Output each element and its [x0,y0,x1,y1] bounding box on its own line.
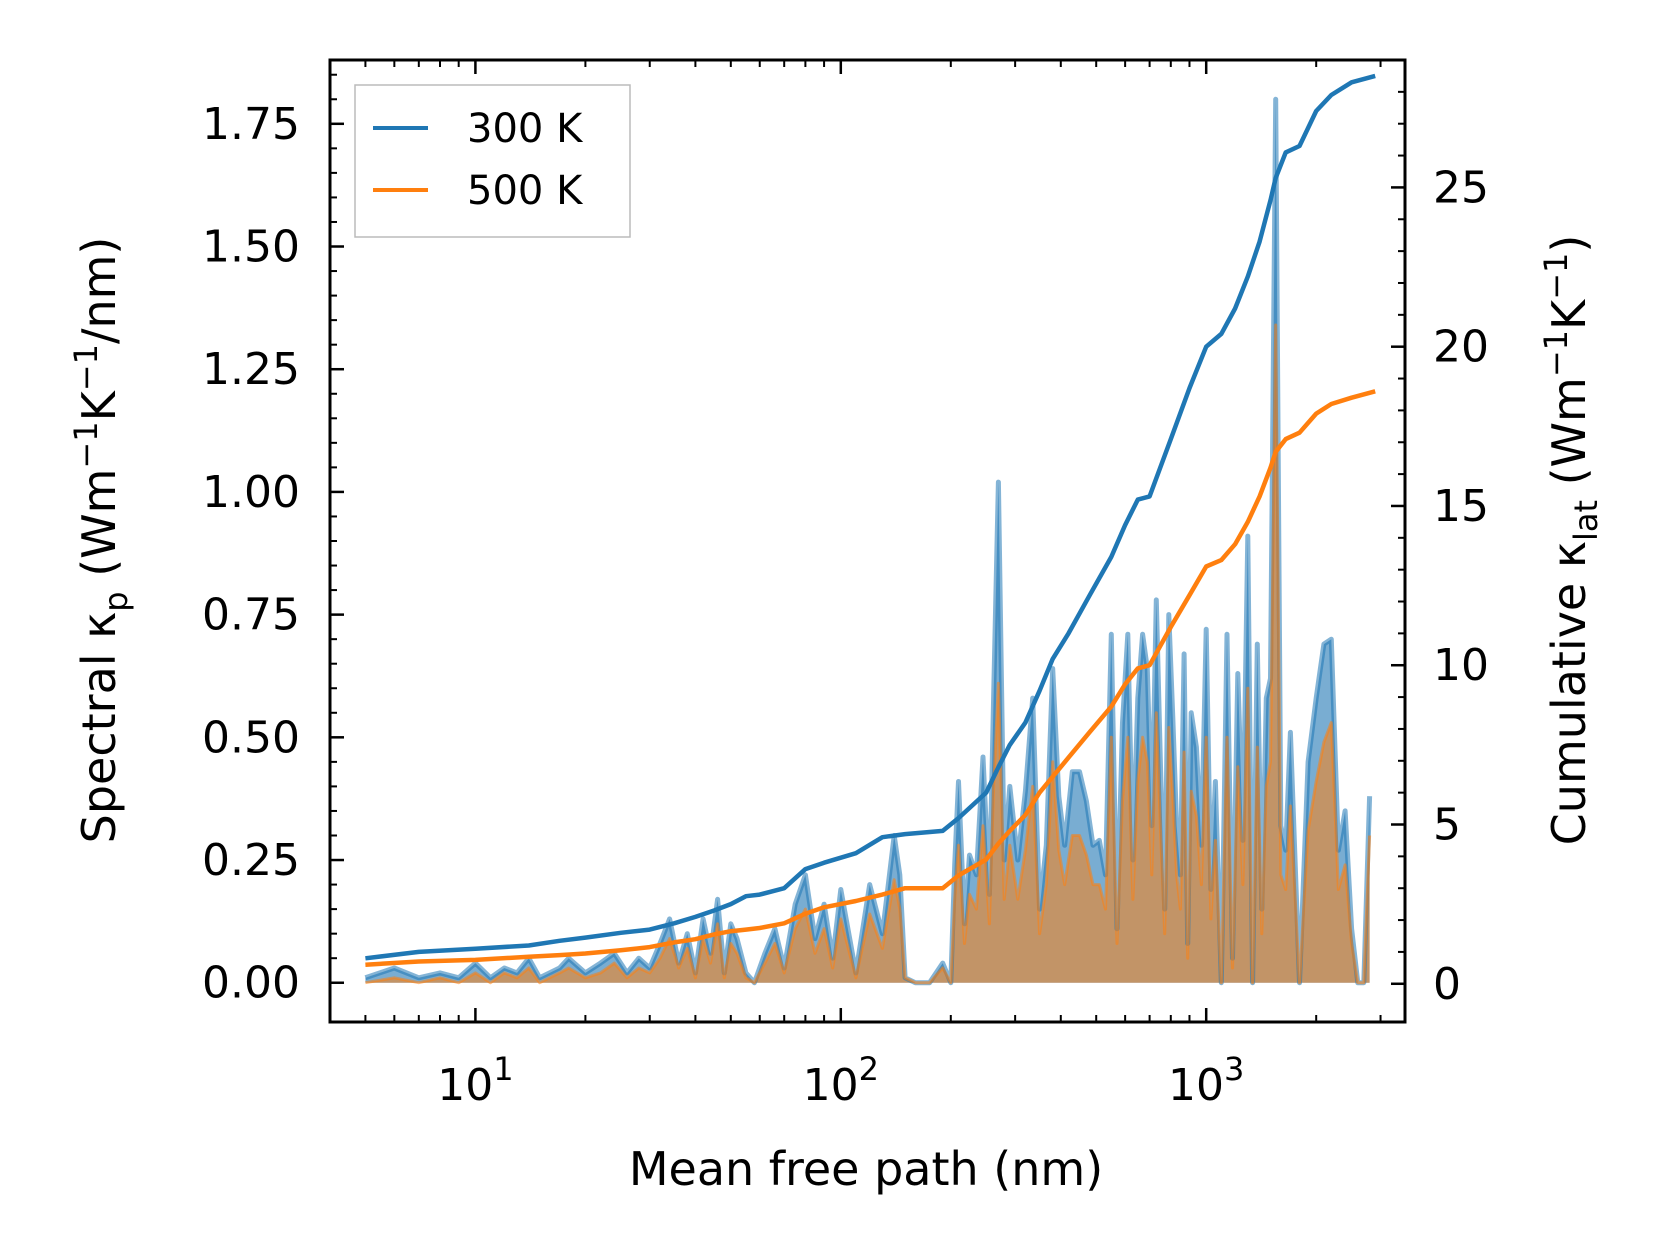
x-tick-label: 101 [437,1050,513,1111]
right-y-axis-label: Cumulative κlat (Wm−1K−1) [1537,235,1605,846]
right-y-tick-label: 20 [1433,322,1489,373]
left-y-tick-label: 0.75 [202,590,300,641]
left-y-tick-label: 0.00 [202,958,300,1009]
left-y-tick-label: 1.75 [202,99,300,150]
left-y-tick-label: 0.50 [202,712,300,763]
right-y-tick-label: 15 [1433,481,1489,532]
ticks: 101 102 103 0.00 0.25 0.50 0.75 1.00 1.25 1.50 1.7… [202,60,1489,1111]
cumulative-line-500k [365,389,1376,967]
plot-area [364,73,1376,986]
legend: 300 K 500 K [354,84,631,238]
cumulative-line-300k [365,73,1376,961]
right-y-tick-label: 25 [1433,162,1489,213]
left-y-tick-label: 1.50 [202,222,300,273]
legend-label-500k: 500 K [467,168,584,214]
legend-label-300k: 300 K [467,106,584,152]
left-y-tick-label: 0.25 [202,835,300,886]
left-y-axis-label: Spectral κp (Wm−1K−1/nm) [67,237,135,844]
x-axis-label: Mean free path (nm) [629,1142,1103,1196]
right-y-tick-label: 10 [1433,640,1489,691]
spectral-line-300k [364,96,1373,986]
spectral-area-500k [365,325,1370,983]
x-tick-label: 103 [1168,1050,1244,1111]
right-y-tick-label: 5 [1433,800,1461,851]
left-y-tick-label: 1.25 [202,344,300,395]
x-tick-label: 102 [803,1050,879,1111]
legend-box [354,84,631,238]
spectral-line-500k [365,323,1372,985]
left-y-tick-label: 1.00 [202,467,300,518]
right-y-tick-label: 0 [1433,959,1461,1010]
